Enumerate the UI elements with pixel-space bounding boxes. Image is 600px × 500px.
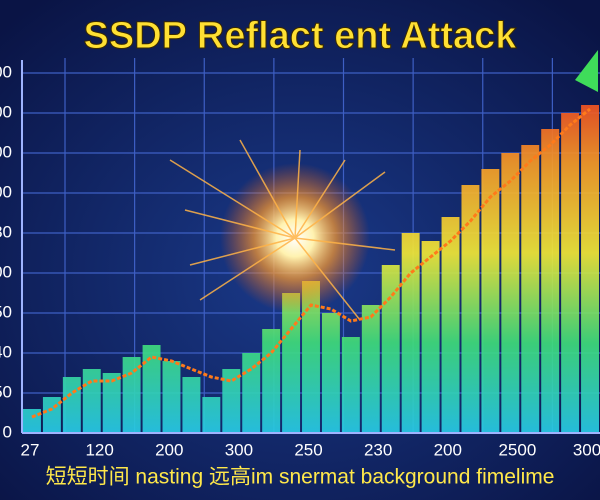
x-tick-label: 250 [294, 440, 322, 459]
bar [541, 129, 560, 433]
bar [302, 281, 320, 433]
bar [401, 233, 420, 433]
y-tick-label: 00 [0, 62, 12, 81]
bar [182, 377, 201, 433]
x-tick-label: 2500 [498, 440, 536, 459]
y-tick-label: 30 [0, 222, 12, 241]
bar [321, 313, 340, 433]
bar [102, 373, 121, 433]
trend-line [31, 107, 591, 419]
bar [242, 353, 261, 433]
y-tick-label: 00 [0, 102, 12, 121]
bar [162, 361, 181, 433]
x-tick-label: 300 [225, 440, 253, 459]
y-tick-label: 00 [0, 182, 12, 201]
bars [22, 105, 600, 433]
bar [222, 369, 241, 433]
y-tick-label: 50 [0, 302, 12, 321]
y-tick-label: 00 [0, 142, 12, 161]
bar [361, 305, 380, 433]
y-tick-label: 0 [3, 422, 12, 441]
bar [581, 105, 600, 433]
explosion [169, 139, 396, 321]
trend-arrow [575, 50, 598, 92]
bar [461, 185, 480, 433]
bar [82, 369, 101, 433]
bar [421, 241, 440, 433]
y-tick-label: 00 [0, 262, 12, 281]
bar [62, 377, 81, 433]
bar [561, 113, 580, 433]
bar [282, 293, 301, 433]
y-tick-label: 50 [0, 382, 12, 401]
x-tick-label: 27 [21, 440, 40, 459]
bar [262, 329, 281, 433]
bar [481, 169, 500, 433]
y-tick-label: 40 [0, 342, 12, 361]
x-tick-label: 230 [364, 440, 392, 459]
bar [501, 153, 520, 433]
bar [202, 397, 221, 433]
x-tick-label: 200 [434, 440, 462, 459]
x-tick-label: 300 [573, 440, 600, 459]
x-tick-label: 120 [85, 440, 113, 459]
bar [521, 145, 540, 433]
x-tick-label: 200 [155, 440, 183, 459]
chart-title: SSDP Reflact ent Attack [84, 15, 518, 57]
bar [122, 357, 141, 433]
bar [341, 337, 360, 433]
bar [142, 345, 161, 433]
bar [381, 265, 400, 433]
bar [441, 217, 460, 433]
footer-caption: 短短时间 nasting 远高im snermat background fim… [46, 466, 555, 489]
bar [22, 409, 41, 433]
